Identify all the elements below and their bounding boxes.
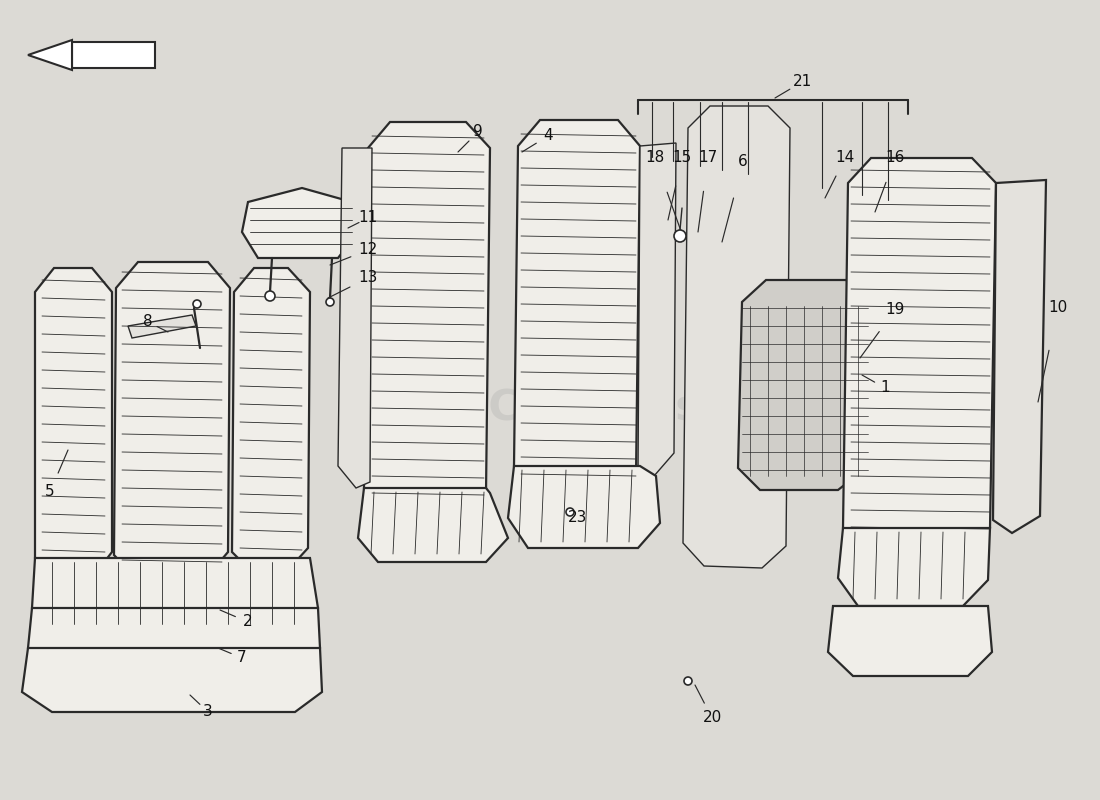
Polygon shape <box>358 488 508 562</box>
Polygon shape <box>242 188 358 258</box>
Text: 13: 13 <box>359 270 377 286</box>
Text: 8: 8 <box>143 314 153 330</box>
Polygon shape <box>738 280 870 490</box>
Polygon shape <box>128 315 196 338</box>
Polygon shape <box>843 158 996 553</box>
Text: 14: 14 <box>835 150 855 166</box>
Text: 6: 6 <box>738 154 748 170</box>
Text: 23: 23 <box>569 510 587 526</box>
Polygon shape <box>35 268 112 578</box>
Circle shape <box>684 677 692 685</box>
Text: 19: 19 <box>886 302 904 318</box>
Polygon shape <box>32 558 318 632</box>
Polygon shape <box>683 106 790 568</box>
Polygon shape <box>638 143 676 476</box>
Text: EasyCar.Parts: EasyCar.Parts <box>379 387 700 429</box>
Polygon shape <box>364 122 490 520</box>
Text: 15: 15 <box>672 150 692 166</box>
Text: 4: 4 <box>543 129 553 143</box>
Text: 12: 12 <box>359 242 377 258</box>
Text: 7: 7 <box>238 650 246 666</box>
Polygon shape <box>28 40 72 70</box>
Polygon shape <box>114 262 230 578</box>
Text: 18: 18 <box>646 150 664 166</box>
Circle shape <box>674 230 686 242</box>
Text: 11: 11 <box>359 210 377 226</box>
Text: 17: 17 <box>698 150 717 166</box>
Polygon shape <box>828 606 992 676</box>
Circle shape <box>326 298 334 306</box>
Text: 21: 21 <box>792 74 812 90</box>
Polygon shape <box>22 648 322 712</box>
Text: 10: 10 <box>1048 301 1068 315</box>
Polygon shape <box>838 528 990 606</box>
Circle shape <box>265 291 275 301</box>
Text: 3: 3 <box>204 705 213 719</box>
Text: 2: 2 <box>243 614 253 630</box>
Polygon shape <box>72 42 155 68</box>
Polygon shape <box>232 268 310 570</box>
Text: 16: 16 <box>886 150 904 166</box>
Polygon shape <box>514 120 640 503</box>
Circle shape <box>192 300 201 308</box>
Polygon shape <box>28 608 320 668</box>
Text: 5: 5 <box>45 485 55 499</box>
Polygon shape <box>993 180 1046 533</box>
Text: 9: 9 <box>473 125 483 139</box>
Text: 20: 20 <box>703 710 722 726</box>
Text: 1: 1 <box>880 381 890 395</box>
Polygon shape <box>508 466 660 548</box>
Polygon shape <box>338 148 372 488</box>
Circle shape <box>566 508 574 516</box>
